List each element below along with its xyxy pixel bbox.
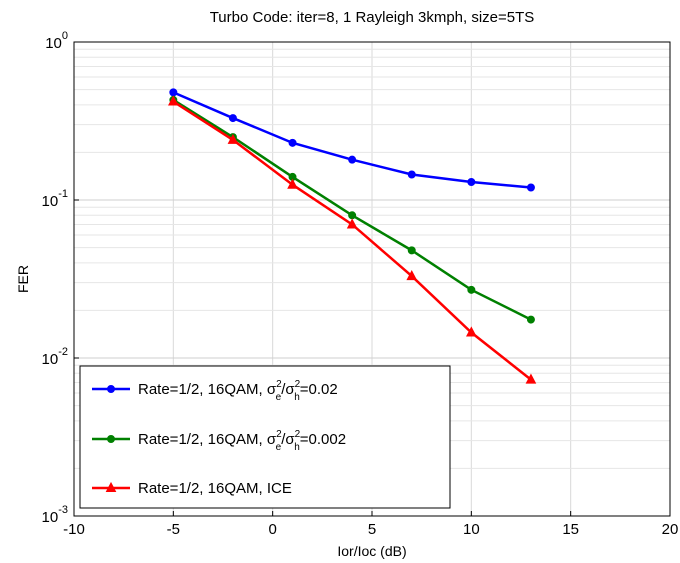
- data-point: [227, 133, 239, 144]
- series-path: [172, 100, 532, 381]
- data-point: [467, 177, 476, 186]
- series-line: [169, 88, 535, 192]
- x-ticks: -10 -5 0 5 10 15 20: [63, 511, 678, 538]
- series-group: [168, 88, 537, 384]
- x-tick-label: 20: [662, 521, 679, 538]
- data-point: [406, 270, 418, 281]
- x-tick-label: -10: [63, 521, 85, 538]
- data-point: [526, 315, 535, 324]
- x-tick-label: 10: [463, 521, 480, 538]
- series-path: [172, 91, 532, 189]
- data-point: [105, 481, 117, 492]
- data-point: [107, 385, 115, 393]
- legend-label: Rate=1/2, 16QAM, ICE: [138, 480, 292, 497]
- legend-entry: Rate=1/2, 16QAM, ICE: [92, 480, 292, 497]
- data-point: [467, 285, 476, 294]
- data-point: [348, 155, 357, 164]
- data-point: [407, 170, 416, 179]
- data-point: [228, 114, 237, 123]
- data-point: [525, 373, 537, 384]
- series-path: [172, 98, 532, 321]
- series-line: [169, 95, 535, 324]
- y-axis-label: FER: [15, 265, 31, 293]
- legend: Rate=1/2, 16QAM, σ2 e/σ2 h=0.02 Rate=1/2, 1…: [79, 365, 451, 509]
- data-point: [287, 178, 298, 189]
- x-tick-label: 5: [368, 521, 376, 538]
- data-point: [288, 138, 297, 147]
- data-point: [466, 326, 477, 337]
- legend-entry: Rate=1/2, 16QAM, σ2 e/σ2 h=0.002: [92, 429, 346, 453]
- data-point: [168, 95, 179, 106]
- data-point: [107, 435, 115, 443]
- data-point: [346, 218, 358, 229]
- data-point: [526, 183, 535, 192]
- series-line: [168, 95, 537, 384]
- y-tick-label: 10-2: [42, 346, 68, 368]
- x-tick-label: 0: [268, 521, 276, 538]
- y-tick-label: 10-3: [42, 504, 68, 526]
- y-ticks: 10-3 10-2 10-1 100: [42, 30, 79, 526]
- y-tick-label: 100: [45, 30, 68, 52]
- x-tick-label: 15: [562, 521, 579, 538]
- legend-label: Rate=1/2, 16QAM, σ2 e/σ2 h=0.002: [138, 429, 346, 453]
- legend-label: Rate=1/2, 16QAM, σ2 e/σ2 h=0.02: [138, 379, 338, 403]
- y-tick-label: 10-1: [42, 188, 68, 210]
- x-tick-label: -5: [167, 521, 180, 538]
- legend-box: [79, 365, 451, 509]
- x-axis-label: Ior/Ioc (dB): [337, 543, 406, 559]
- data-point: [348, 211, 357, 220]
- chart-title: Turbo Code: iter=8, 1 Rayleigh 3kmph, si…: [210, 9, 535, 26]
- data-point: [407, 246, 416, 255]
- data-point: [169, 88, 178, 97]
- legend-entry: Rate=1/2, 16QAM, σ2 e/σ2 h=0.02: [92, 379, 338, 403]
